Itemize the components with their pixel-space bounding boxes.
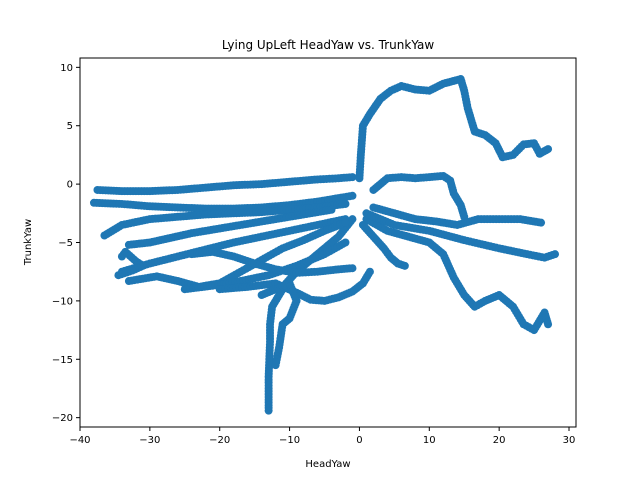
- series-path-right-flat-band: [369, 171, 469, 221]
- x-tick-label: 0: [356, 435, 362, 446]
- series-path-upper-right-loop: [355, 75, 553, 183]
- x-axis-ticks: −40 −30 −20 −10 0 10 20 30: [69, 427, 575, 446]
- data-point: [400, 261, 409, 270]
- series-path-right-descending-loop: [362, 215, 553, 335]
- data-point: [264, 406, 273, 415]
- data-point: [271, 361, 280, 370]
- data-points: [89, 75, 560, 415]
- x-tick-label: 30: [563, 435, 576, 446]
- series-path-left-diag-5: [187, 247, 357, 277]
- data-point: [341, 199, 350, 208]
- y-axis-ticks: −20 −15 −10 −5 0 5 10: [52, 63, 80, 424]
- data-point: [348, 173, 357, 182]
- data-point: [348, 191, 357, 200]
- series-path-right-mid-band: [362, 209, 560, 262]
- data-point: [341, 238, 350, 247]
- data-point: [114, 271, 123, 280]
- series-path-right-small-tail: [358, 220, 409, 270]
- series-path-left-upper-band: [93, 173, 357, 196]
- series-path-left-hook: [114, 247, 147, 280]
- x-tick-label: 20: [493, 435, 506, 446]
- x-tick-label: −20: [209, 435, 230, 446]
- y-tick-label: 5: [67, 121, 73, 132]
- x-tick-label: −30: [139, 435, 160, 446]
- data-point: [365, 267, 374, 276]
- y-tick-label: −5: [58, 238, 73, 249]
- series-path-left-diag-7: [257, 279, 301, 370]
- y-tick-label: 10: [60, 63, 73, 74]
- data-point: [544, 145, 553, 154]
- series-path-left-diag-3: [180, 238, 350, 294]
- data-point: [544, 320, 553, 329]
- y-tick-label: −10: [52, 296, 73, 307]
- y-tick-label: −20: [52, 413, 73, 424]
- series-path-left-lower-band: [100, 199, 350, 240]
- data-point: [537, 218, 546, 227]
- series-path-right-lower-band: [369, 203, 546, 229]
- series-path-left-diag-2: [124, 218, 350, 291]
- x-axis-label: HeadYaw: [305, 459, 350, 470]
- y-tick-label: −15: [52, 355, 73, 366]
- data-point: [551, 250, 560, 259]
- data-point: [327, 205, 336, 214]
- x-tick-label: −40: [69, 435, 90, 446]
- y-tick-label: 0: [67, 180, 73, 191]
- x-tick-label: −10: [279, 435, 300, 446]
- y-axis-label: TrunkYaw: [23, 219, 34, 266]
- data-point: [348, 264, 357, 273]
- series-path-left-diag-4: [124, 205, 336, 249]
- chart-title: Lying UpLeft HeadYaw vs. TrunkYaw: [222, 38, 435, 52]
- data-point: [341, 218, 350, 227]
- series-path-left-mid-band: [89, 191, 357, 213]
- x-tick-label: 10: [423, 435, 436, 446]
